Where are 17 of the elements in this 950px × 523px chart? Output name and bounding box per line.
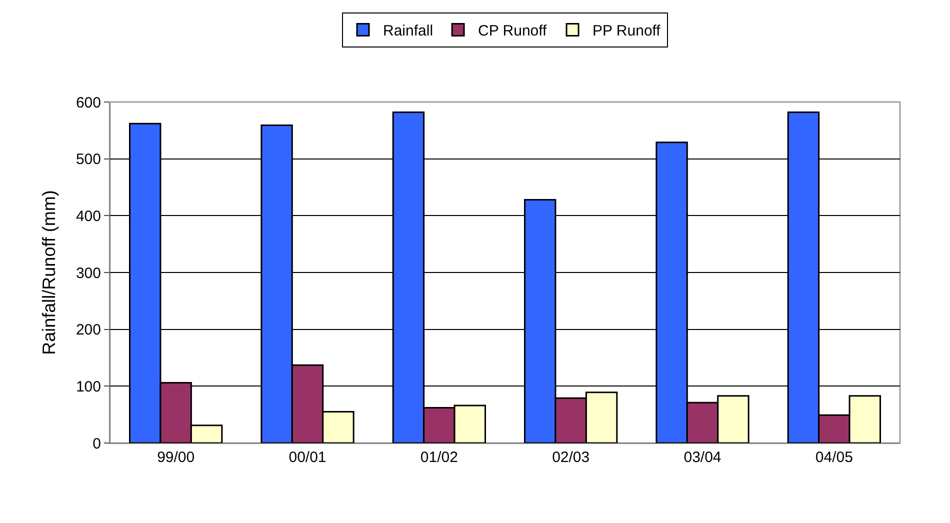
y-tick-label: 600 — [76, 94, 101, 112]
x-tick-label: 03/04 — [684, 449, 722, 466]
legend-label: PP Runoff — [592, 22, 662, 40]
y-tick-label: 200 — [76, 322, 101, 339]
x-tick-label: 01/02 — [420, 449, 458, 466]
x-tick-label: 04/05 — [815, 449, 853, 466]
x-tick-label: 99/00 — [157, 449, 195, 466]
x-tick-label: 00/01 — [288, 449, 326, 466]
y-tick-label: 400 — [76, 208, 101, 225]
legend-label: Rainfall — [383, 22, 434, 40]
legend-label: CP Runoff — [478, 22, 548, 40]
y-tick-label: 500 — [76, 151, 101, 168]
y-tick-label: 0 — [92, 435, 101, 452]
y-tick-label: 300 — [76, 264, 101, 282]
y-axis-title: Rainfall/Runoff (mm) — [39, 190, 60, 355]
x-tick-label: 02/03 — [552, 449, 590, 466]
y-tick-label: 100 — [76, 378, 101, 396]
